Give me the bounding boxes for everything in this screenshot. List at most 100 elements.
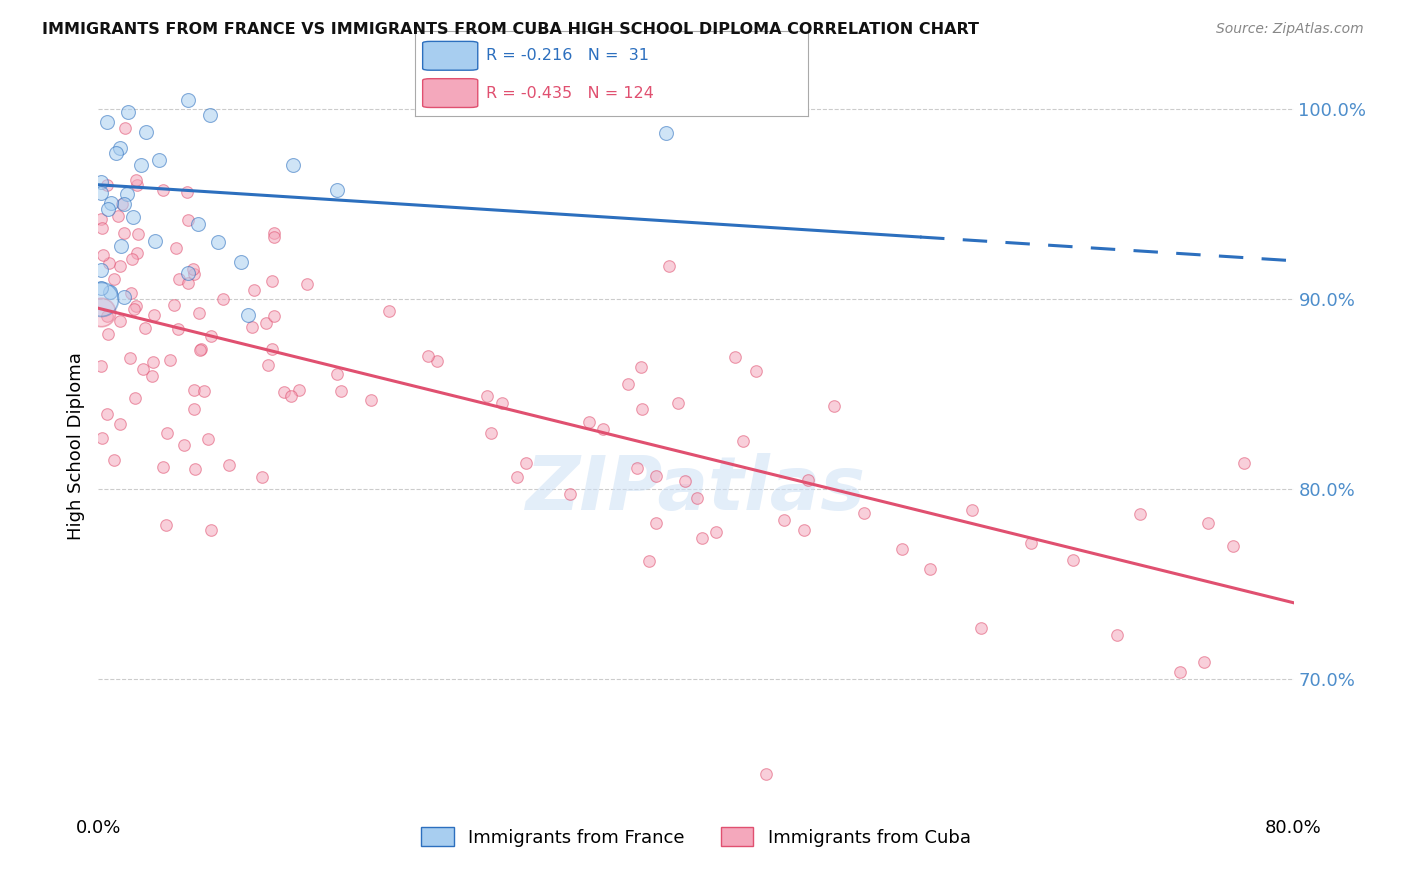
Point	[142, 355, 165, 369]
Point	[960, 502, 983, 516]
Point	[125, 178, 148, 193]
Point	[755, 767, 778, 781]
Point	[125, 245, 148, 260]
Point	[644, 516, 666, 530]
Point	[242, 283, 264, 297]
Point	[212, 292, 235, 306]
Point	[131, 362, 153, 376]
Point	[592, 422, 614, 436]
Point	[134, 321, 156, 335]
Point	[98, 256, 121, 270]
Point	[108, 141, 131, 155]
Point	[280, 389, 302, 403]
Point	[644, 468, 666, 483]
Point	[163, 298, 186, 312]
Point	[127, 227, 149, 242]
Point	[98, 285, 121, 300]
Point	[360, 393, 382, 408]
Text: Source: ZipAtlas.com: Source: ZipAtlas.com	[1216, 22, 1364, 37]
Point	[183, 267, 205, 281]
Point	[252, 469, 274, 483]
Point	[156, 426, 179, 441]
Point	[96, 407, 118, 421]
Point	[287, 383, 309, 397]
Point	[96, 114, 118, 128]
Point	[970, 621, 993, 635]
Point	[260, 274, 283, 288]
Point	[891, 542, 914, 557]
Point	[97, 327, 120, 342]
Point	[724, 350, 747, 364]
Point	[107, 209, 129, 223]
Point	[273, 384, 295, 399]
Point	[122, 301, 145, 316]
Point	[229, 255, 252, 269]
Point	[479, 425, 502, 440]
Point	[117, 105, 139, 120]
Point	[426, 354, 449, 368]
Point	[207, 235, 229, 249]
FancyBboxPatch shape	[423, 41, 478, 70]
Point	[177, 266, 200, 280]
Point	[117, 187, 139, 202]
Point	[112, 197, 135, 211]
Text: R = -0.216   N =  31: R = -0.216 N = 31	[485, 48, 648, 63]
Point	[200, 328, 222, 343]
Point	[177, 93, 200, 107]
Point	[190, 343, 212, 357]
Point	[1105, 627, 1128, 641]
Point	[378, 304, 401, 318]
Point	[152, 183, 174, 197]
Point	[638, 554, 661, 568]
Point	[1129, 507, 1152, 521]
Point	[686, 491, 709, 505]
Point	[772, 513, 794, 527]
Point	[141, 368, 163, 383]
Point	[560, 487, 582, 501]
Point	[176, 213, 198, 227]
Point	[148, 153, 170, 168]
Point	[630, 401, 652, 416]
Point	[108, 314, 131, 328]
Point	[176, 185, 198, 199]
Point	[135, 125, 157, 139]
Point	[183, 384, 205, 398]
Point	[167, 322, 190, 336]
Point	[90, 305, 112, 319]
Point	[193, 384, 215, 399]
Point	[103, 272, 125, 286]
Point	[254, 316, 277, 330]
Text: ZIPatlas: ZIPatlas	[526, 453, 866, 526]
Point	[114, 120, 136, 135]
Text: IMMIGRANTS FROM FRANCE VS IMMIGRANTS FROM CUBA HIGH SCHOOL DIPLOMA CORRELATION C: IMMIGRANTS FROM FRANCE VS IMMIGRANTS FRO…	[42, 22, 979, 37]
Point	[183, 401, 205, 416]
Point	[90, 212, 112, 227]
Point	[796, 474, 818, 488]
Point	[666, 396, 689, 410]
Point	[173, 438, 195, 452]
Point	[96, 178, 118, 192]
Point	[124, 173, 146, 187]
Point	[823, 399, 845, 413]
Point	[197, 432, 219, 446]
Point	[200, 108, 222, 122]
Point	[103, 453, 125, 467]
Point	[177, 276, 200, 290]
Point	[418, 349, 440, 363]
Point	[187, 305, 209, 319]
Point	[120, 351, 142, 365]
Point	[706, 524, 728, 539]
Point	[110, 417, 132, 432]
Point	[129, 158, 152, 172]
Point	[91, 248, 114, 262]
Point	[263, 309, 285, 323]
Point	[240, 320, 263, 334]
Point	[90, 281, 112, 295]
Point	[90, 220, 112, 235]
Point	[617, 377, 640, 392]
Point	[630, 359, 652, 374]
Point	[155, 518, 177, 533]
Point	[124, 299, 146, 313]
Point	[326, 183, 349, 197]
Point	[152, 459, 174, 474]
